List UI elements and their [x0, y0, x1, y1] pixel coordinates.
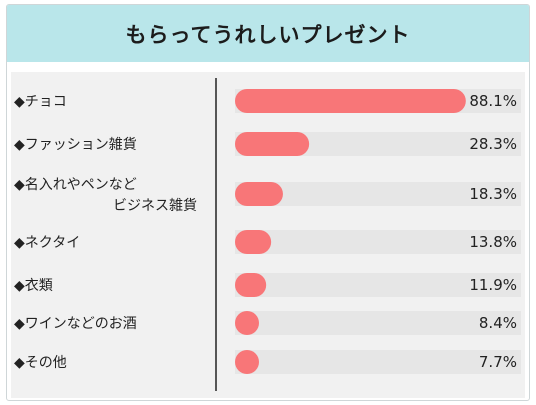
value-label: 28.3%: [469, 135, 517, 153]
category-label: ◆ファッション雑貨: [14, 136, 137, 153]
category-label: ◆チョコ: [14, 94, 67, 110]
value-label: 8.4%: [479, 314, 517, 332]
bar: [235, 350, 259, 374]
category-label: ビジネス雑貨: [113, 197, 197, 214]
bar: [235, 89, 466, 113]
value-label: 11.9%: [469, 276, 517, 294]
bar: [235, 311, 259, 335]
bar: [235, 230, 272, 254]
bar: [235, 273, 267, 297]
bar: [235, 182, 283, 206]
value-label: 18.3%: [469, 185, 517, 203]
value-label: 13.8%: [469, 233, 517, 251]
value-label: 7.7%: [479, 353, 517, 371]
category-label: ◆ワインなどのお酒: [14, 316, 137, 332]
chart-title: もらってうれしいプレゼント: [7, 5, 529, 62]
category-label: ◆ネクタイ: [14, 235, 80, 251]
bar-track: [235, 311, 521, 335]
bar-track: [235, 273, 521, 297]
value-label: 88.1%: [469, 92, 517, 110]
category-label: ◆名入れやペンなど: [14, 177, 137, 193]
category-label: ◆衣類: [14, 278, 53, 294]
bar: [235, 132, 310, 156]
bar-track: [235, 230, 521, 254]
bar-track: [235, 350, 521, 374]
category-label: ◆その他: [14, 355, 67, 371]
